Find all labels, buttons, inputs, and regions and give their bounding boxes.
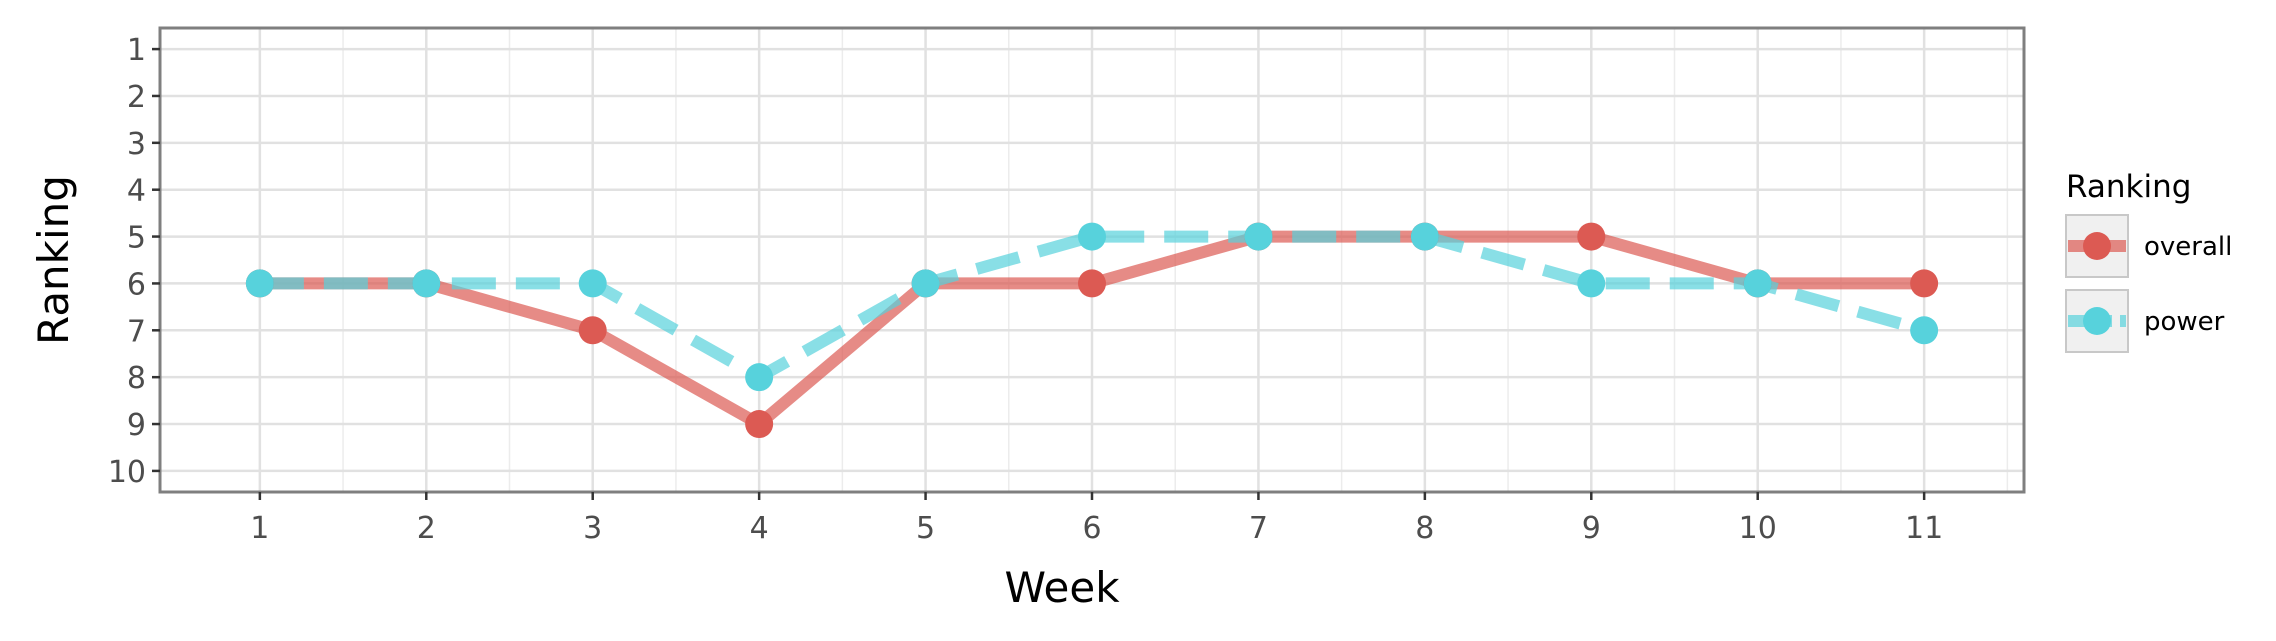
data-point-overall xyxy=(1078,269,1106,298)
data-point-overall xyxy=(745,410,774,439)
data-point-overall xyxy=(1577,222,1606,251)
data-point-power xyxy=(745,363,774,392)
x-tick-label: 6 xyxy=(1082,511,1101,546)
legend-item-power: power xyxy=(2065,289,2225,353)
y-tick-label: 3 xyxy=(127,127,146,162)
data-point-overall xyxy=(1910,269,1939,298)
data-point-power xyxy=(578,269,607,298)
y-tick-label: 10 xyxy=(108,455,146,490)
data-point-power xyxy=(1743,269,1772,298)
data-point-power xyxy=(1410,222,1439,251)
y-tick-label: 4 xyxy=(127,174,146,209)
x-tick-label: 5 xyxy=(916,511,935,546)
data-point-power xyxy=(1577,269,1606,298)
y-tick-label: 5 xyxy=(127,221,146,256)
y-axis-title: Ranking xyxy=(29,175,78,345)
x-tick-label: 8 xyxy=(1415,511,1434,546)
x-tick-label: 11 xyxy=(1905,511,1943,546)
legend-key-point xyxy=(2083,307,2111,335)
y-tick-label: 8 xyxy=(127,361,146,396)
legend-key-point xyxy=(2083,232,2111,260)
legend-title: Ranking xyxy=(2066,169,2191,205)
y-tick-label: 2 xyxy=(127,80,146,115)
data-point-power xyxy=(1078,222,1106,251)
x-tick-label: 3 xyxy=(583,511,602,546)
data-point-overall xyxy=(578,316,607,345)
data-point-power xyxy=(412,269,441,298)
y-tick-label: 9 xyxy=(127,408,146,443)
series-line-power xyxy=(259,230,1926,384)
series-layer xyxy=(245,222,1939,439)
legend-label: power xyxy=(2144,307,2225,337)
legend: Ranking overall power xyxy=(2065,169,2232,353)
data-point-power xyxy=(911,269,940,298)
x-tick-label: 4 xyxy=(750,511,769,546)
x-tick-label: 1 xyxy=(250,511,269,546)
x-tick-label: 10 xyxy=(1739,511,1777,546)
y-tick-label: 6 xyxy=(127,267,146,302)
x-axis-title: Week xyxy=(1004,563,1120,612)
legend-label: overall xyxy=(2144,232,2232,262)
x-tick-label: 7 xyxy=(1249,511,1268,546)
y-tick-label: 1 xyxy=(127,33,146,68)
data-point-power xyxy=(245,269,274,298)
legend-item-overall: overall xyxy=(2065,214,2232,278)
data-point-power xyxy=(1244,222,1273,251)
x-tick-label: 2 xyxy=(417,511,436,546)
data-point-power xyxy=(1910,316,1939,345)
x-tick-label: 9 xyxy=(1582,511,1601,546)
y-tick-label: 7 xyxy=(127,314,146,349)
